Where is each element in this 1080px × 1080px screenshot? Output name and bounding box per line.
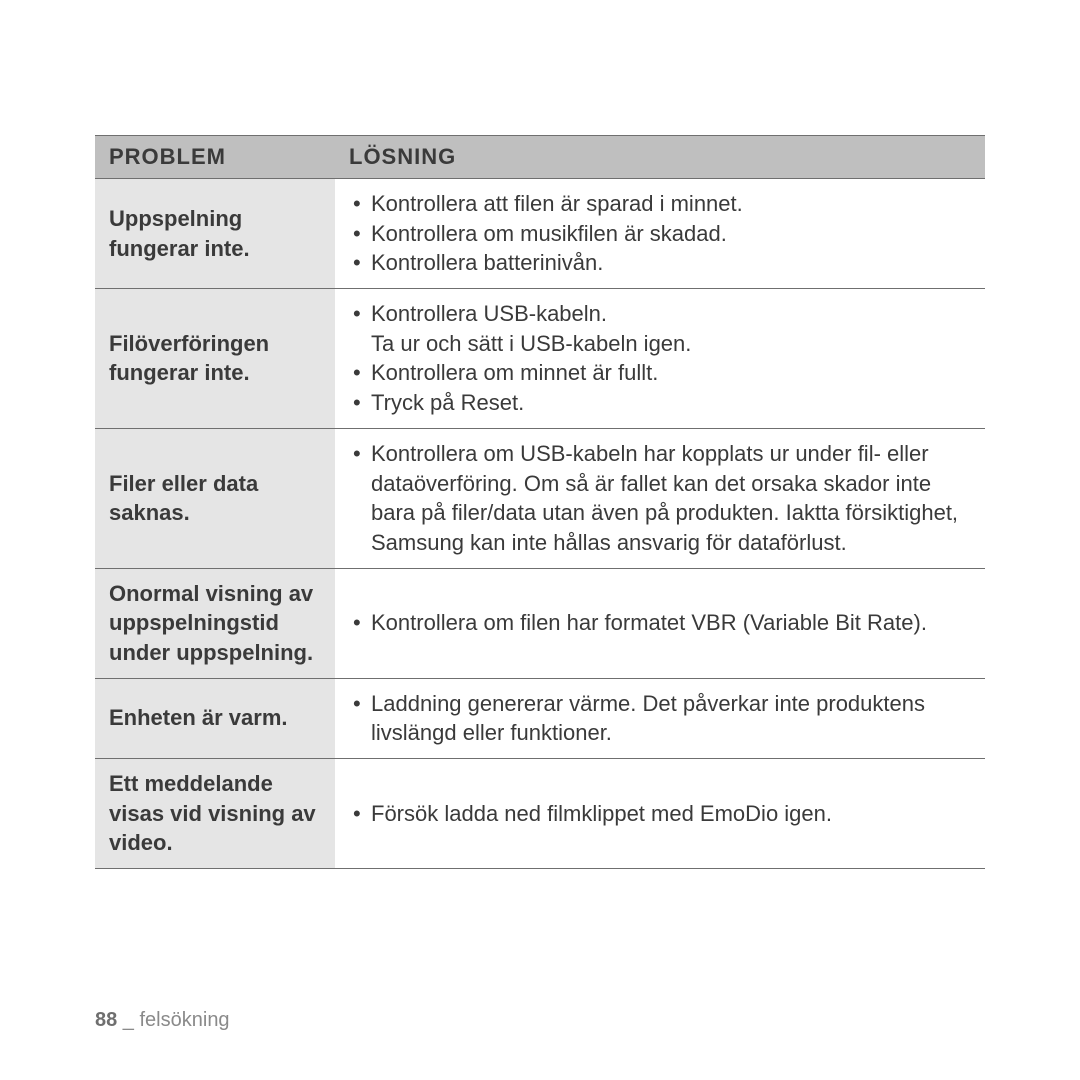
solution-item: Kontrollera om musikfilen är skadad. [349,219,965,249]
solution-list: Kontrollera USB-kabeln.Ta ur och sätt i … [349,299,965,418]
table-row: Filer eller data saknas.Kontrollera om U… [95,428,985,568]
solution-cell: Kontrollera USB-kabeln.Ta ur och sätt i … [335,289,985,429]
solution-item: Kontrollera om filen har formatet VBR (V… [349,608,965,638]
solution-item: Försök ladda ned filmklippet med EmoDio … [349,799,965,829]
table-row: Filöverföringen fungerar inte.Kontroller… [95,289,985,429]
solution-list: Kontrollera att filen är sparad i minnet… [349,189,965,278]
solution-item: Kontrollera att filen är sparad i minnet… [349,189,965,219]
solution-list: Kontrollera om USB-kabeln har kopplats u… [349,439,965,558]
solution-list: Laddning genererar värme. Det påverkar i… [349,689,965,748]
solution-item: Kontrollera om USB-kabeln har kopplats u… [349,439,965,558]
solution-item: Kontrollera USB-kabeln.Ta ur och sätt i … [349,299,965,358]
solution-item: Tryck på Reset. [349,388,965,418]
table-row: Onormal visning av uppspelningstid under… [95,568,985,678]
problem-cell: Uppspelning fungerar inte. [95,179,335,289]
page-number: 88 [95,1009,117,1031]
problem-cell: Filöverföringen fungerar inte. [95,289,335,429]
problem-cell: Onormal visning av uppspelningstid under… [95,568,335,678]
footer-sep: _ [117,1009,139,1031]
solution-item: Kontrollera batterinivån. [349,248,965,278]
table-row: Ett meddelande visas vid visning av vide… [95,759,985,869]
header-solution: LÖSNING [335,136,985,179]
problem-cell: Filer eller data saknas. [95,428,335,568]
table-row: Uppspelning fungerar inte. Kontrollera at… [95,179,985,289]
solution-cell: Kontrollera att filen är sparad i minnet… [335,179,985,289]
solution-cell: Försök ladda ned filmklippet med EmoDio … [335,759,985,869]
table-header-row: PROBLEM LÖSNING [95,136,985,179]
solution-cell: Kontrollera om filen har formatet VBR (V… [335,568,985,678]
table-body: Uppspelning fungerar inte. Kontrollera at… [95,179,985,869]
solution-list: Försök ladda ned filmklippet med EmoDio … [349,799,965,829]
page: PROBLEM LÖSNING Uppspelning fungerar int… [0,0,1080,1080]
problem-cell: Ett meddelande visas vid visning av vide… [95,759,335,869]
troubleshooting-table: PROBLEM LÖSNING Uppspelning fungerar int… [95,135,985,869]
solution-cell: Kontrollera om USB-kabeln har kopplats u… [335,428,985,568]
header-problem: PROBLEM [95,136,335,179]
solution-cell: Laddning genererar värme. Det påverkar i… [335,678,985,758]
page-footer: 88 _ felsökning [95,1009,230,1032]
solution-item: Laddning genererar värme. Det påverkar i… [349,689,965,748]
footer-section: felsökning [140,1009,230,1031]
solution-list: Kontrollera om filen har formatet VBR (V… [349,608,965,638]
solution-item: Kontrollera om minnet är fullt. [349,358,965,388]
table-row: Enheten är varm.Laddning genererar värme… [95,678,985,758]
problem-cell: Enheten är varm. [95,678,335,758]
